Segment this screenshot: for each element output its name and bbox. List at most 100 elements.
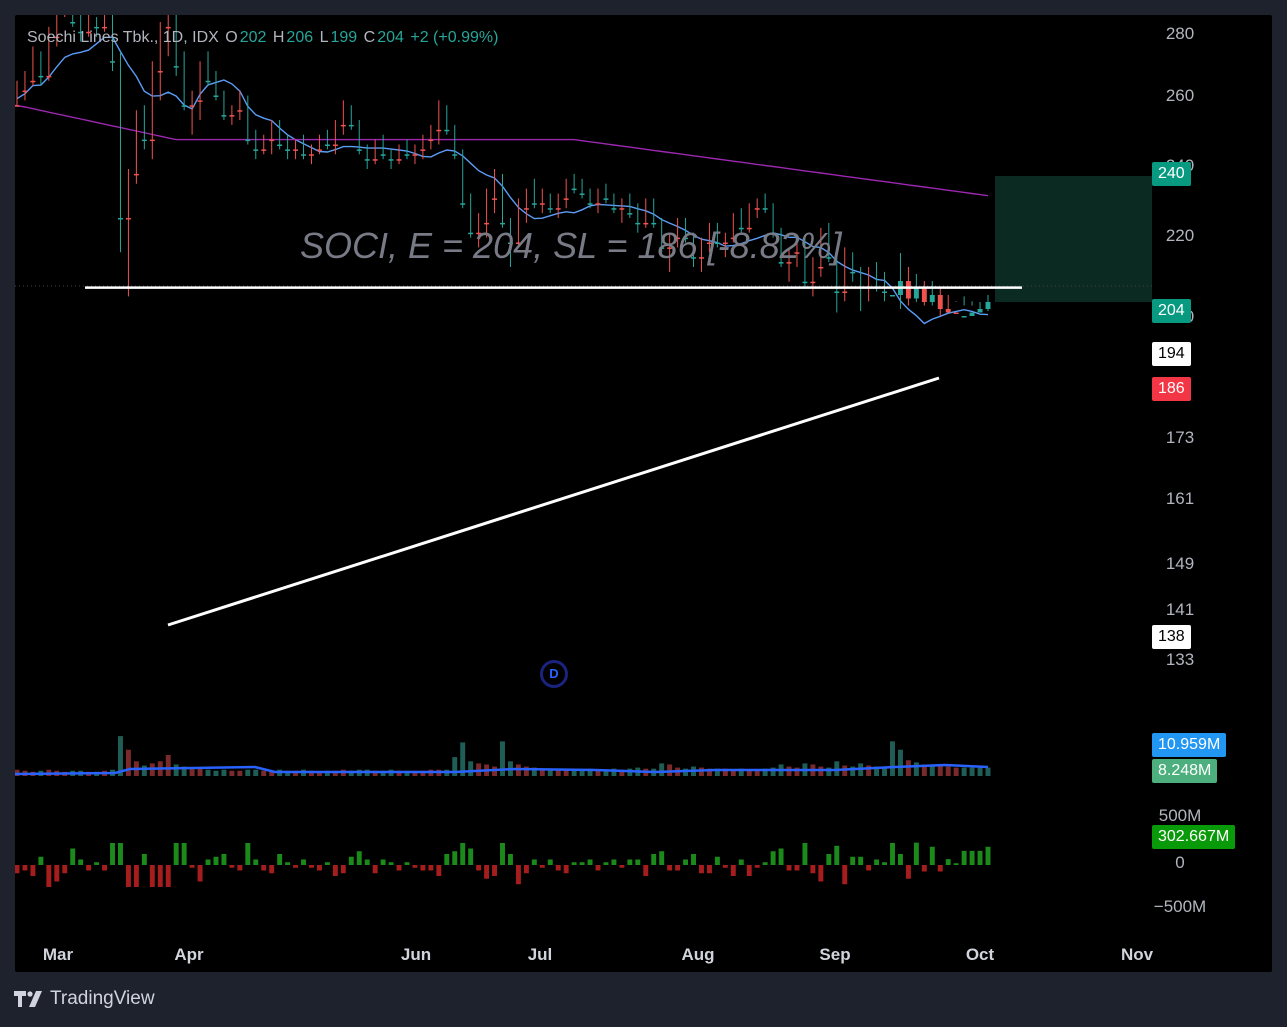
volume-ma-line: [15, 763, 989, 776]
candle-body: [237, 110, 243, 112]
candle-body: [293, 149, 299, 151]
candle-body: [842, 291, 848, 293]
candle-body: [945, 309, 951, 313]
flow-bar: [253, 859, 259, 865]
flow-bar: [30, 865, 36, 876]
flow-bar: [969, 850, 975, 865]
volume-bar: [237, 770, 243, 776]
flow-bar: [651, 854, 657, 865]
candle-body: [882, 291, 888, 293]
volume-bar: [189, 767, 195, 776]
candle-body: [189, 105, 195, 107]
volume-bar: [412, 770, 418, 776]
candle-body: [571, 188, 577, 191]
y-tick-label: 161: [1166, 489, 1194, 508]
flow-tick-label: 500M: [1159, 806, 1202, 825]
flow-bar: [834, 845, 840, 865]
volume-bar: [730, 769, 736, 776]
candle-body: [309, 154, 314, 156]
x-tick-label: Sep: [819, 945, 850, 964]
flow-bar: [38, 856, 44, 865]
candle-body: [722, 242, 728, 244]
flow-bar: [802, 843, 808, 865]
flow-bar: [794, 865, 800, 871]
candle-body: [484, 222, 490, 225]
flow-bar: [937, 865, 943, 872]
chart-frame[interactable]: 280260240220200173161149141133500M0−500M…: [15, 15, 1272, 972]
change-value: +2 (+0.99%): [410, 29, 499, 46]
price-badge: 194: [1152, 342, 1191, 366]
flow-bar: [396, 865, 402, 871]
flow-bar: [539, 865, 545, 868]
tradingview-footer[interactable]: TradingView: [14, 988, 155, 1010]
flow-bar: [237, 865, 243, 871]
flow-bar: [985, 846, 991, 865]
candle-body: [810, 281, 816, 284]
dividend-event-marker[interactable]: D: [540, 660, 568, 688]
flow-bar: [826, 854, 832, 865]
candle-body: [746, 227, 752, 230]
flow-bar: [78, 859, 84, 865]
flow-bar: [70, 848, 76, 865]
candle-body: [985, 302, 991, 309]
volume-bar: [173, 764, 179, 776]
volume-bar: [794, 767, 800, 776]
candle-body: [285, 149, 291, 151]
candle-body: [316, 149, 322, 151]
symbol-name: Soechi Lines Tbk., 1D, IDX: [27, 29, 219, 46]
flow-bar: [563, 865, 569, 874]
flow-bar: [181, 843, 187, 865]
candle-body: [197, 100, 203, 102]
flow-bar: [611, 859, 617, 865]
volume-bar: [929, 765, 935, 776]
flow-bar: [102, 865, 108, 871]
flow-bar: [165, 865, 171, 887]
flow-bar: [627, 859, 633, 865]
candle-body: [364, 159, 370, 161]
candle-body: [277, 144, 283, 146]
candle-body: [507, 242, 513, 244]
volume-bar: [611, 768, 617, 776]
volume-bar: [324, 770, 330, 776]
volume-bar: [460, 742, 466, 776]
candle-body: [579, 193, 585, 195]
volume-bar: [396, 770, 402, 776]
candle-body: [890, 295, 895, 297]
candle-body: [324, 144, 330, 146]
flow-bar: [62, 865, 68, 874]
flow-bar: [197, 865, 203, 882]
candle-body: [141, 139, 147, 142]
price-chart[interactable]: 280260240220200173161149141133500M0−500M…: [15, 15, 1272, 972]
flow-bar: [722, 865, 728, 868]
candle-body: [492, 198, 498, 200]
candle-body: [165, 26, 171, 29]
candle-body: [245, 139, 251, 142]
candle-body: [969, 312, 975, 316]
flow-bar: [929, 846, 935, 865]
candle-body: [205, 80, 211, 83]
flow-bar: [388, 862, 394, 865]
candle-body: [555, 208, 561, 210]
flow-bar: [293, 865, 299, 868]
flow-bar: [356, 851, 362, 865]
candle-body: [587, 203, 593, 205]
volume-bar: [213, 770, 219, 776]
volume-bar: [722, 768, 728, 776]
flow-bar: [818, 865, 824, 882]
flow-bar: [348, 856, 354, 865]
candle-body: [961, 316, 967, 318]
volume-bar: [866, 765, 872, 776]
trade-annotation[interactable]: SOCI, E = 204, SL = 186 [-8.82%]: [300, 225, 842, 266]
candle-body: [635, 222, 641, 225]
volume-bar: [117, 736, 123, 776]
candle-body: [348, 124, 354, 127]
volume-bar: [913, 762, 919, 776]
flow-bar: [412, 865, 418, 868]
flow-bar: [659, 851, 665, 865]
price-badge: 186: [1152, 377, 1191, 401]
candle-body: [659, 247, 665, 249]
candle-body: [691, 257, 696, 259]
candle-body: [332, 144, 338, 146]
candle-body: [468, 232, 474, 235]
y-tick-label: 173: [1166, 428, 1194, 447]
